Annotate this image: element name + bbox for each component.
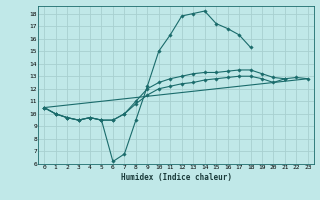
X-axis label: Humidex (Indice chaleur): Humidex (Indice chaleur) [121, 173, 231, 182]
